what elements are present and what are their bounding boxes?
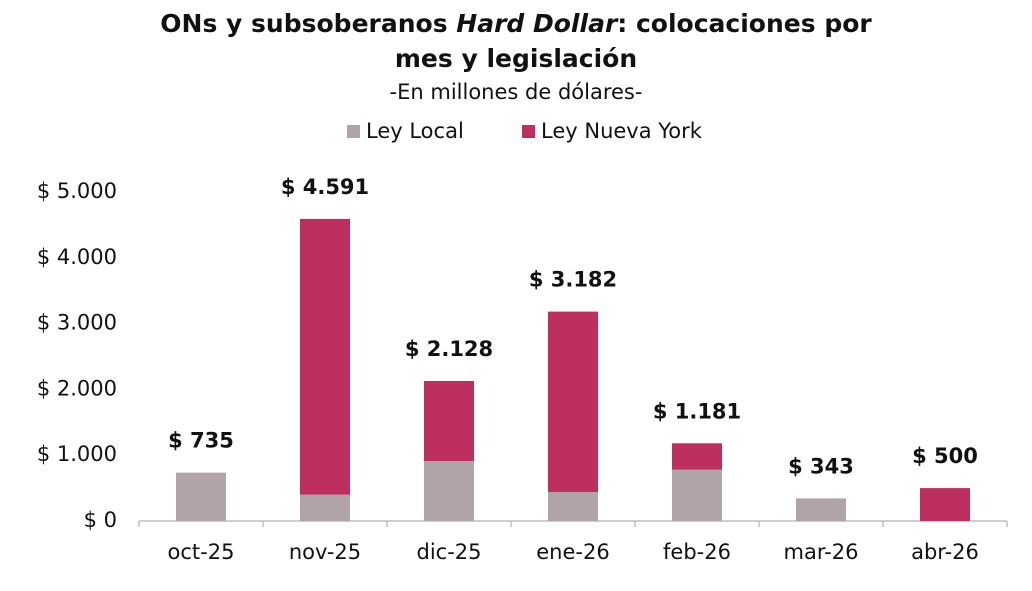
total-label: $ 2.128 — [405, 337, 493, 361]
legend-label: Ley Local — [366, 119, 464, 143]
total-label: $ 1.181 — [653, 399, 741, 423]
bar-segment — [672, 469, 722, 521]
total-label: $ 3.182 — [529, 268, 617, 292]
title-part: ONs y subsoberanos — [160, 9, 456, 38]
total-label: $ 735 — [168, 429, 234, 453]
legend-label: Ley Nueva York — [541, 119, 703, 143]
x-tick-label: oct-25 — [168, 540, 235, 564]
bar-segment — [672, 443, 722, 470]
x-tick-label: abr-26 — [911, 540, 979, 564]
y-tick-label: $ 5.000 — [37, 179, 117, 203]
y-tick-label: $ 2.000 — [37, 376, 117, 400]
title-part: : colocaciones por — [617, 9, 872, 38]
x-tick-label: mar-26 — [784, 540, 859, 564]
bar-segment — [300, 218, 350, 495]
bar-segment — [424, 461, 474, 521]
bar-segment — [796, 498, 846, 521]
y-tick-label: $ 1.000 — [37, 442, 117, 466]
total-label: $ 500 — [912, 444, 978, 468]
total-label: $ 343 — [788, 454, 854, 478]
bar-segment — [920, 488, 970, 521]
x-tick-label: dic-25 — [416, 540, 481, 564]
chart-title: ONs y subsoberanos Hard Dollar: colocaci… — [160, 9, 872, 38]
bar-segment — [548, 311, 598, 493]
y-tick-label: $ 0 — [84, 508, 117, 532]
y-tick-label: $ 3.000 — [37, 311, 117, 335]
bar-segment — [548, 492, 598, 521]
bar-segment — [176, 472, 226, 521]
chart-title: mes y legislación — [395, 44, 637, 73]
x-tick-label: feb-26 — [663, 540, 731, 564]
legend-swatch — [522, 125, 535, 138]
y-tick-label: $ 4.000 — [37, 245, 117, 269]
total-label: $ 4.591 — [281, 175, 369, 199]
x-tick-label: nov-25 — [289, 540, 361, 564]
legend-swatch — [347, 125, 360, 138]
chart-subtitle: -En millones de dólares- — [390, 80, 643, 104]
bar-segment — [424, 380, 474, 462]
title-part: Hard Dollar — [456, 9, 619, 38]
x-tick-label: ene-26 — [536, 540, 609, 564]
bar-segment — [300, 494, 350, 521]
